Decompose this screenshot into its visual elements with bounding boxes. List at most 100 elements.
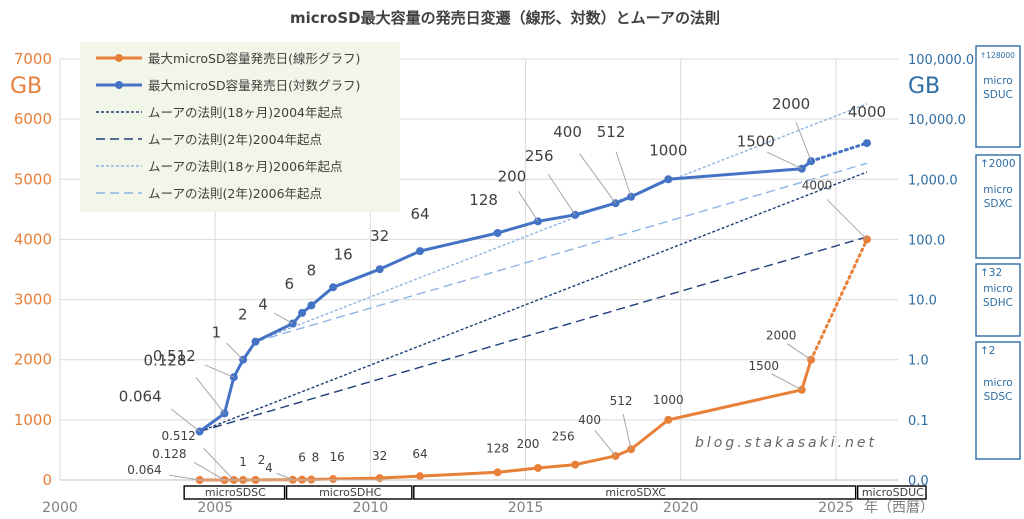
series-projection: [809, 141, 869, 163]
legend-entry: ムーアの法則(18ヶ月)2004年起点: [148, 105, 342, 120]
left-unit: GB: [10, 74, 42, 99]
linear-point-label: 4: [265, 461, 273, 475]
log-point-label: 32: [370, 227, 389, 245]
era-label: microSDHC: [319, 486, 382, 499]
label-leader: [276, 472, 293, 481]
spec-boxes: ↑128000 micro SDUC ↑2000 micro SDXC ↑32 micro SD…: [975, 45, 1021, 460]
spec-box: [975, 154, 1021, 259]
spec-box-name: micro: [983, 377, 1012, 389]
data-point: [298, 308, 307, 317]
label-leader: [205, 364, 235, 378]
label-leader: [767, 151, 803, 170]
log-point-label: 6: [285, 275, 295, 293]
spec-box-name: SDXC: [984, 198, 1013, 210]
label-leader: [518, 191, 539, 222]
spec-box-limit: ↑32: [980, 267, 1002, 279]
data-point: [862, 139, 871, 148]
x-tick-label: 2025: [818, 500, 854, 516]
linear-point-label: 4000: [802, 178, 833, 192]
right-tick-label: 100,000.0: [908, 53, 974, 68]
era-box: [413, 485, 857, 500]
x-tick-label: 2005: [197, 500, 233, 516]
linear-point-label: 32: [372, 449, 387, 463]
linear-point-label: 1: [239, 455, 247, 469]
x-tick-label: 2010: [353, 500, 389, 516]
log-point-label: 1: [212, 324, 222, 342]
moore-line: [255, 162, 868, 343]
data-point: [664, 175, 673, 184]
spec-box-limit: ↑2: [980, 345, 995, 357]
linear-point-label: 400: [578, 413, 601, 427]
spec-box-name: micro: [983, 283, 1012, 295]
left-tick-label: 5000: [14, 170, 52, 188]
spec-box: [975, 45, 1021, 148]
chart-title: microSD最大容量の発売日変遷（線形、対数）とムーアの法則: [290, 9, 720, 27]
x-tick-label: 2000: [42, 500, 78, 516]
spec-box-name: SDSC: [984, 391, 1013, 403]
label-leader: [771, 373, 803, 391]
linear-point-label: 0.128: [152, 447, 186, 461]
x-axis-label: 年（西暦）: [864, 500, 934, 516]
right-tick-label: 1.0: [908, 354, 929, 369]
left-tick-label: 4000: [14, 230, 52, 248]
linear-point-label: 64: [412, 447, 427, 461]
right-unit: GB: [908, 74, 940, 99]
log-point-label: 200: [498, 167, 527, 185]
era-label: microSDSC: [205, 486, 266, 499]
right-tick-label: 10,000.0: [908, 113, 966, 128]
spec-box-name: SDUC: [983, 89, 1013, 101]
moore-line: [199, 236, 868, 433]
right-tick-label: 0.1: [908, 414, 929, 429]
legend-background: [80, 42, 400, 212]
log-point-label: 2: [238, 306, 248, 324]
left-tick-label: 6000: [14, 110, 52, 128]
linear-point-label: 8: [312, 451, 320, 465]
log-point-label: 8: [307, 261, 317, 279]
spec-box-name: micro: [983, 184, 1012, 196]
label-leader: [226, 342, 244, 361]
spec-box-name: SDHC: [983, 297, 1013, 309]
linear-point-label: 200: [517, 437, 540, 451]
data-point: [329, 475, 338, 484]
left-tick-label: 3000: [14, 291, 52, 309]
era-box: [285, 485, 413, 500]
data-point: [493, 228, 502, 237]
spec-box-name: micro: [983, 75, 1012, 87]
log-point-label: 256: [525, 147, 554, 165]
linear-point-label: 0.064: [127, 463, 161, 477]
legend-entry: ムーアの法則(2年)2004年起点: [148, 132, 322, 147]
x-tick-label: 2015: [508, 500, 544, 516]
left-tick-label: 0: [42, 471, 52, 489]
legend-entry: ムーアの法則(18ヶ月)2006年起点: [148, 159, 342, 174]
log-point-label: 0.064: [119, 388, 162, 406]
log-point-label: 400: [553, 123, 582, 141]
series-projection: [809, 237, 869, 362]
linear-point-label: 256: [552, 430, 575, 444]
log-point-label: 1500: [737, 133, 775, 151]
data-point: [533, 463, 542, 472]
right-tick-label: 0.0: [908, 474, 929, 489]
spec-box: [975, 341, 1021, 460]
log-point-label: 2000: [772, 95, 810, 113]
data-point: [493, 468, 502, 477]
legend-entry: ムーアの法則(2年)2006年起点: [148, 186, 322, 201]
era-label: microSDXC: [605, 486, 666, 499]
linear-point-label: 2: [258, 453, 266, 467]
legend-entry: 最大microSD容量発売日(対数グラフ): [148, 78, 360, 93]
era-bar: microSDSC microSDHC microSDXC microSDUC: [183, 485, 927, 500]
label-leader: [203, 447, 235, 481]
log-point-label: 128: [469, 191, 498, 209]
label-leader: [615, 151, 632, 197]
log-point-label: 512: [597, 123, 626, 141]
spec-box-limit: ↑2000: [980, 158, 1016, 170]
label-leader: [169, 474, 200, 481]
log-point-label: 0.128: [144, 351, 187, 369]
data-point: [251, 337, 260, 346]
linear-point-label: 0.512: [161, 429, 195, 443]
log-point-label: 0.512: [153, 347, 196, 365]
log-point-label: 64: [410, 205, 429, 223]
label-leader: [579, 153, 616, 204]
left-tick-label: 1000: [14, 411, 52, 429]
linear-point-label: 1000: [653, 393, 684, 407]
